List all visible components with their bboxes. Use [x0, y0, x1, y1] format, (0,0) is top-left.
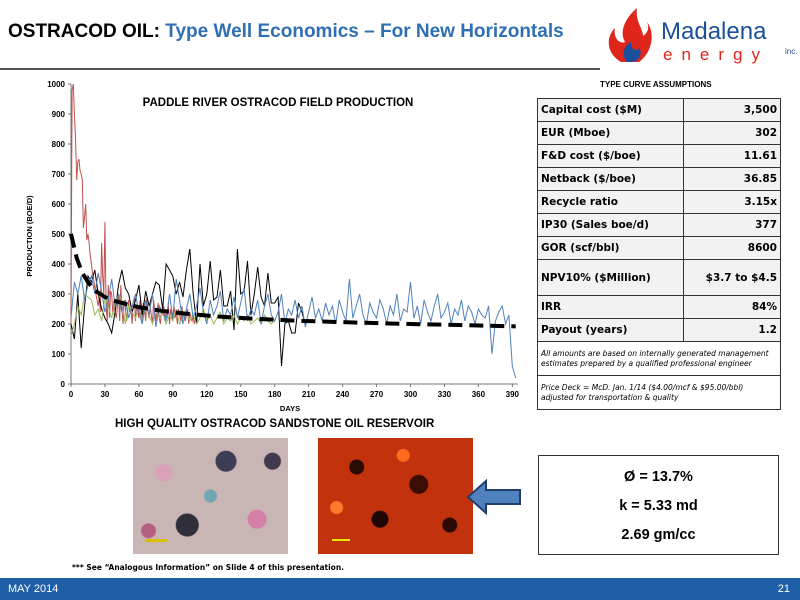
y-tick-label: 200: [52, 320, 66, 329]
assumption-row: EUR (Mboe) 302: [536, 121, 781, 145]
chart-ylabel: PRODUCTION (BOE/D): [25, 195, 34, 277]
y-tick-label: 600: [52, 200, 66, 209]
slide-title-prefix: OSTRACOD OIL:: [8, 21, 160, 42]
x-tick-label: 240: [336, 390, 350, 399]
left-arrow-icon: [466, 479, 521, 515]
logo-suffix: inc.: [785, 47, 797, 56]
y-tick-label: 1000: [47, 80, 65, 89]
assumption-label: F&D cost ($/boe): [536, 144, 685, 168]
x-tick-label: 390: [506, 390, 520, 399]
x-tick-label: 360: [472, 390, 486, 399]
production-chart: 0 100 200 300 400 500 600 700 800 900 1000 0 30 60 90 1…: [25, 80, 520, 413]
slide-title: OSTRACOD OIL: Type Well Economics – For …: [8, 21, 564, 43]
x-tick-label: 270: [370, 390, 384, 399]
flame-logo-icon: [608, 8, 652, 62]
chart-axes: 0 100 200 300 400 500 600 700 800 900 1000 0 30 60 90 1…: [47, 80, 519, 399]
thin-section-photo: [133, 438, 288, 554]
assumption-value: 377: [683, 213, 781, 237]
footer-bar: MAY 2014 21: [0, 578, 800, 600]
assumption-row: Recycle ratio 3.15x: [536, 190, 781, 214]
x-tick-label: 30: [100, 390, 109, 399]
chart-title: PADDLE RIVER OSTRACOD FIELD PRODUCTION: [143, 97, 414, 109]
assumption-label: Capital cost ($M): [536, 98, 685, 122]
assumption-label: Recycle ratio: [536, 190, 685, 214]
assumption-label: IP30 (Sales boe/d): [536, 213, 685, 237]
assumption-value: 302: [683, 121, 781, 145]
y-tick-label: 100: [52, 350, 66, 359]
porosity-value: Ø = 13.7%: [624, 469, 693, 485]
reservoir-title: HIGH QUALITY OSTRACOD SANDSTONE OIL RESE…: [115, 418, 435, 430]
x-tick-label: 150: [234, 390, 248, 399]
logo-word-energy: energy: [663, 45, 769, 64]
x-tick-label: 300: [404, 390, 418, 399]
reservoir-properties-box: Ø = 13.7% k = 5.33 md 2.69 gm/cc: [538, 455, 779, 555]
assumption-row: Capital cost ($M) 3,500: [536, 98, 781, 122]
header: OSTRACOD OIL: Type Well Economics – For …: [0, 0, 800, 70]
assumption-label: NPV10% ($Million): [536, 259, 685, 296]
chart-xlabel: DAYS: [280, 404, 300, 413]
assumption-label: IRR: [536, 295, 685, 319]
y-tick-label: 900: [52, 110, 66, 119]
assumption-label: Netback ($/boe): [536, 167, 685, 191]
assumption-value: $3.7 to $4.5: [683, 259, 781, 296]
fluorescence-scale-bar: [332, 539, 350, 541]
production-series-line: [70, 83, 196, 325]
assumption-value: 3,500: [683, 98, 781, 122]
assumptions-note-2: Price Deck = McD. Jan. 1/14 ($4.00/mcf &…: [537, 375, 781, 410]
assumptions-note-1: All amounts are based on internally gene…: [537, 341, 781, 376]
assumption-row: Payout (years) 1.2: [536, 318, 781, 342]
x-tick-label: 0: [69, 390, 74, 399]
page-number: 21: [777, 583, 790, 595]
assumption-label: EUR (Mboe): [536, 121, 685, 145]
type-curve-line: [69, 233, 516, 329]
madalena-logo: Madalena energy inc.: [608, 8, 797, 64]
assumption-row: F&D cost ($/boe) 11.61: [536, 144, 781, 168]
assumptions-title: TYPE CURVE ASSUMPTIONS: [600, 80, 712, 89]
assumption-value: 84%: [683, 295, 781, 319]
production-series-line: [70, 272, 517, 379]
assumption-value: 8600: [683, 236, 781, 260]
density-value: 2.69 gm/cc: [621, 527, 696, 543]
chart-series: [69, 83, 517, 379]
y-tick-label: 500: [52, 230, 66, 239]
y-tick-label: 300: [52, 290, 66, 299]
permeability-value: k = 5.33 md: [619, 498, 698, 514]
y-tick-label: 800: [52, 140, 66, 149]
assumption-row: IRR 84%: [536, 295, 781, 319]
header-rule: [0, 68, 600, 70]
slide-title-main: Type Well Economics – For New Horizontal…: [165, 21, 564, 42]
assumptions-table: Capital cost ($M) 3,500 EUR (Mboe) 302 F&D c…: [536, 98, 781, 410]
x-tick-label: 90: [168, 390, 177, 399]
assumption-row: NPV10% ($Million) $3.7 to $4.5: [536, 259, 781, 296]
x-tick-label: 60: [134, 390, 143, 399]
x-tick-label: 180: [268, 390, 282, 399]
footer-date: MAY 2014: [8, 583, 59, 595]
assumption-value: 36.85: [683, 167, 781, 191]
y-tick-label: 700: [52, 170, 66, 179]
footnote: *** See “Analogous Information” on Slide…: [72, 563, 345, 572]
logo-word-madalena: Madalena: [661, 18, 767, 45]
assumption-row: Netback ($/boe) 36.85: [536, 167, 781, 191]
assumption-row: IP30 (Sales boe/d) 377: [536, 213, 781, 237]
x-tick-label: 330: [438, 390, 452, 399]
assumption-value: 3.15x: [683, 190, 781, 214]
production-series-line: [70, 248, 309, 367]
y-tick-label: 400: [52, 260, 66, 269]
assumption-label: Payout (years): [536, 318, 685, 342]
x-tick-label: 210: [302, 390, 316, 399]
thin-section-scale-bar: [145, 539, 167, 542]
assumption-row: GOR (scf/bbl) 8600: [536, 236, 781, 260]
assumption-value: 1.2: [683, 318, 781, 342]
assumption-label: GOR (scf/bbl): [536, 236, 685, 260]
assumption-value: 11.61: [683, 144, 781, 168]
fluorescence-photo: [318, 438, 473, 554]
x-tick-label: 120: [200, 390, 214, 399]
y-tick-label: 0: [61, 380, 66, 389]
